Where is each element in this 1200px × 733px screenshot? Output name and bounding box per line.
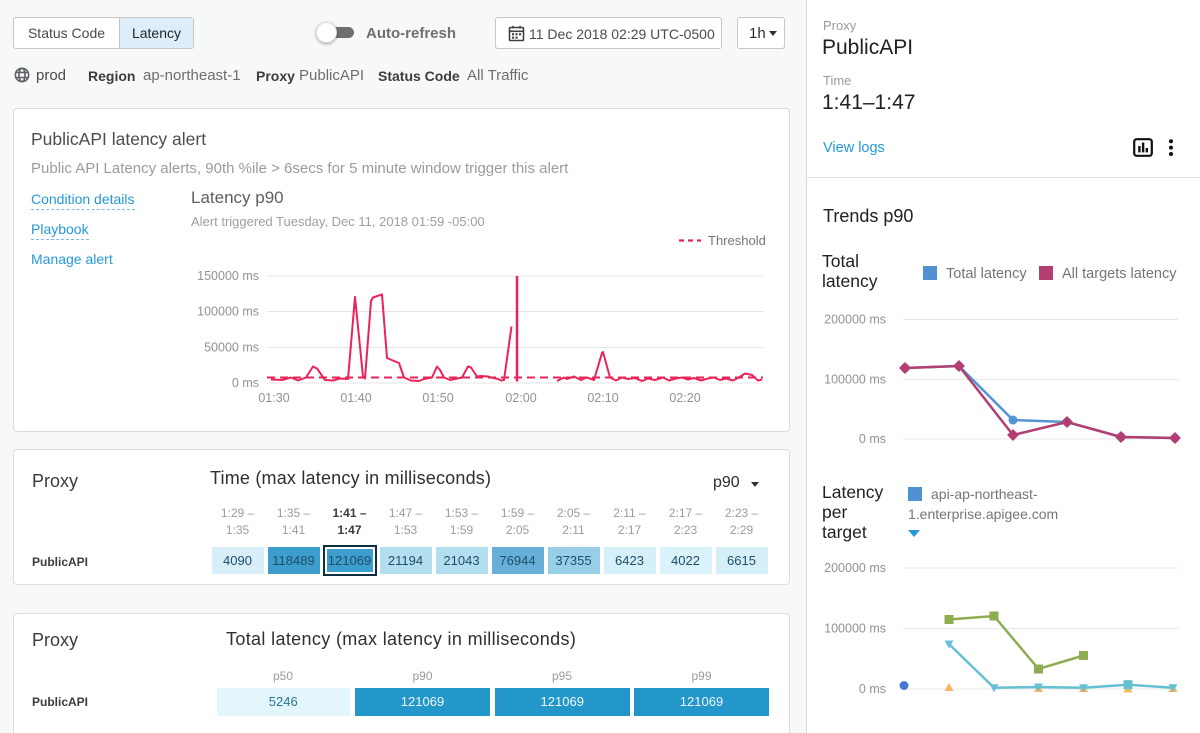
svg-text:0 ms: 0 ms	[232, 376, 259, 390]
svg-text:01:40: 01:40	[340, 391, 371, 405]
svg-text:50000 ms: 50000 ms	[204, 341, 259, 355]
svg-text:0 ms: 0 ms	[859, 432, 886, 446]
svg-text:0 ms: 0 ms	[859, 682, 886, 696]
svg-text:100000 ms: 100000 ms	[824, 622, 886, 636]
svg-text:02:10: 02:10	[587, 391, 618, 405]
svg-text:100000 ms: 100000 ms	[197, 305, 259, 319]
svg-text:02:00: 02:00	[505, 391, 536, 405]
svg-text:02:20: 02:20	[669, 391, 700, 405]
svg-text:01:50: 01:50	[422, 391, 453, 405]
svg-text:01:30: 01:30	[258, 391, 289, 405]
svg-text:150000 ms: 150000 ms	[197, 269, 259, 283]
svg-text:200000 ms: 200000 ms	[824, 561, 886, 575]
svg-text:100000 ms: 100000 ms	[824, 373, 886, 387]
svg-text:200000 ms: 200000 ms	[824, 313, 886, 327]
